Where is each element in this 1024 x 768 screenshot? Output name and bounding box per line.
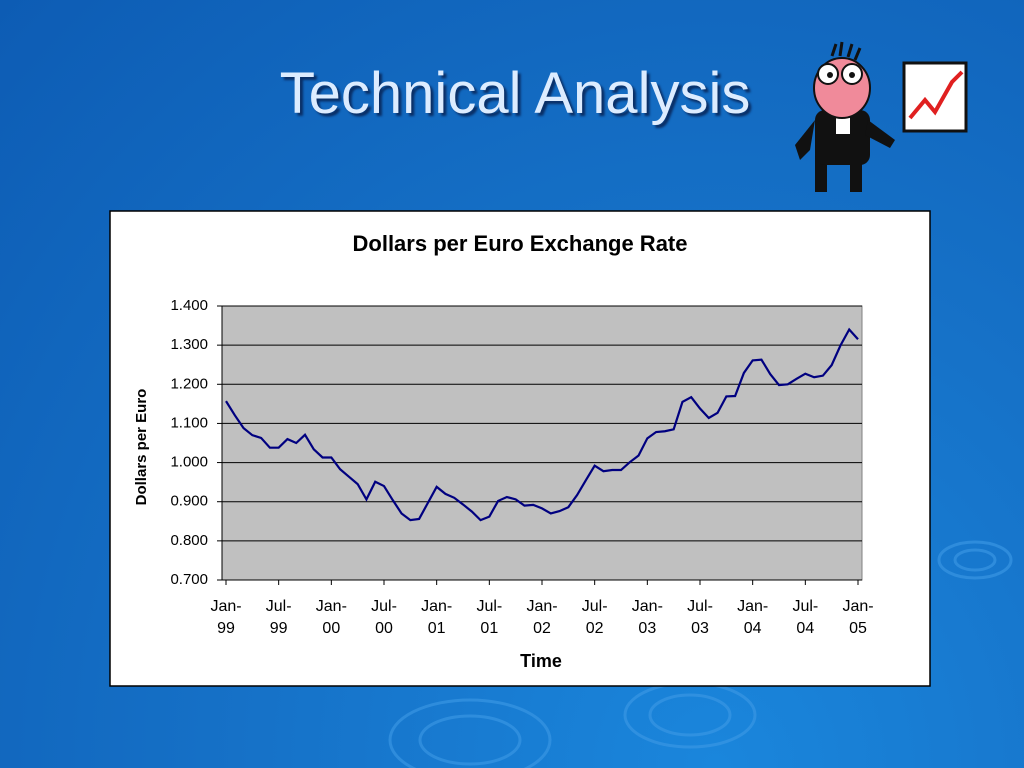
- cartoon-figure: [795, 41, 895, 192]
- y-tick-label: 0.800: [170, 532, 208, 549]
- y-tick-label: 0.900: [170, 493, 208, 510]
- x-axis-label: Time: [520, 651, 562, 671]
- y-tick-label: 1.100: [170, 414, 208, 431]
- y-tick-label: 1.400: [170, 297, 208, 314]
- x-tick-label: Jan-99: [210, 598, 242, 637]
- x-tick-label: Jan-00: [315, 598, 347, 637]
- y-tick-label: 1.300: [170, 336, 208, 353]
- chart-title: Dollars per Euro Exchange Rate: [353, 231, 688, 256]
- x-tick-label: Jul-00: [371, 598, 397, 637]
- data-line: [225, 327, 859, 522]
- y-tick-label: 1.200: [170, 375, 208, 392]
- x-tick-label: Jul-99: [265, 598, 292, 637]
- y-tick-label: 0.700: [170, 571, 208, 588]
- x-tick-label: Jul-02: [581, 598, 608, 637]
- x-tick-label: Jul-04: [792, 598, 819, 637]
- x-tick-label: Jul-01: [476, 598, 503, 637]
- x-tick-label: Jan-03: [631, 598, 663, 637]
- x-tick-label: Jan-04: [737, 598, 769, 637]
- plot-area: [221, 305, 863, 581]
- chart-icon: [902, 61, 968, 133]
- y-tick-label: 1.000: [170, 454, 208, 471]
- x-tick-label: Jan-05: [842, 598, 874, 637]
- x-tick-label: Jan-02: [526, 598, 558, 637]
- slide-title: Technical Analysis: [279, 61, 751, 126]
- x-tick-label: Jul-03: [687, 598, 713, 637]
- x-tick-label: Jan-01: [421, 598, 453, 637]
- y-axis-label: Dollars per Euro: [133, 389, 150, 506]
